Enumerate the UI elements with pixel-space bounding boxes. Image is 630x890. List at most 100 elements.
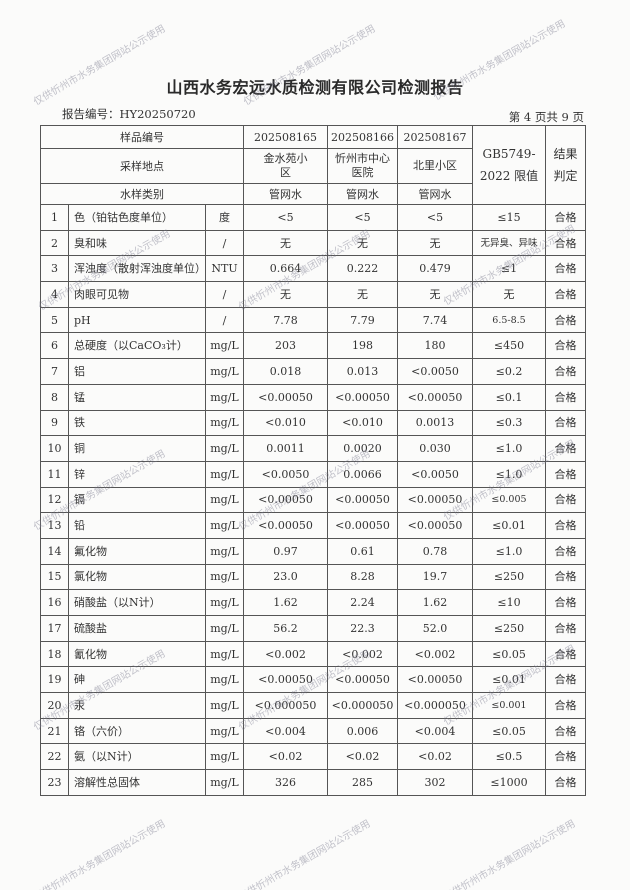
limit-value: ≤250 [472,563,546,591]
unit: mg/L [205,409,244,437]
table-row: 8 锰 mg/L <0.00050 <0.00050 <0.00050 ≤0.1 合格 [40,383,586,411]
item-name: 氟化物 [68,537,206,565]
limit-value: 无 [472,281,546,308]
item-name: 溶解性总固体 [68,769,206,796]
item-number: 8 [40,383,69,411]
item-name: 锰 [68,383,206,411]
result-judgement: 合格 [545,486,586,514]
result-judgement: 合格 [545,306,586,334]
item-name: 锌 [68,460,206,488]
value-sample-2: <5 [327,204,398,231]
results-table: 样品编号 202508165 202508166 202508167 GB574… [40,125,586,796]
table-row: 13 铅 mg/L <0.00050 <0.00050 <0.00050 ≤0.01 合格 [40,512,586,539]
item-name: 铅 [68,512,206,539]
result-judgement: 合格 [545,281,586,308]
value-sample-3: 0.0013 [397,409,473,437]
result-label-1: 结果 [553,147,578,161]
item-name: 总硬度（以CaCO₃计） [68,332,206,360]
value-sample-3: 19.7 [397,563,473,591]
limit-value: 6.5-8.5 [472,306,546,334]
limit-value: ≤0.01 [472,666,546,694]
item-name: 砷 [68,666,206,694]
item-name: 铁 [68,409,206,437]
item-number: 2 [40,229,69,257]
sample-id-label: 样品编号 [40,125,244,149]
limit-value: ≤0.05 [472,640,546,668]
item-number: 23 [40,769,69,796]
value-sample-1: <0.010 [243,409,328,437]
sample-type: 管网水 [243,183,328,205]
limit-value: ≤0.5 [472,743,546,771]
value-sample-3: <0.00050 [397,383,473,411]
value-sample-2: 7.79 [327,306,398,334]
value-sample-1: <0.02 [243,743,328,771]
table-row: 1 色（铂钴色度单位）度 <5 <5 <5 ≤15 合格 [40,204,586,231]
value-sample-1: 7.78 [243,306,328,334]
item-number: 16 [40,589,69,616]
value-sample-3: 无 [397,229,473,257]
value-sample-2: 无 [327,281,398,308]
item-number: 12 [40,486,69,514]
type-label: 水样类别 [40,183,244,205]
sample-type: 管网水 [327,183,398,205]
item-number: 3 [40,255,69,283]
table-row: 12 镉 mg/L <0.00050 <0.00050 <0.00050 ≤0.005 合格 [40,486,586,514]
unit: mg/L [205,615,244,642]
item-number: 5 [40,306,69,334]
value-sample-3: <5 [397,204,473,231]
item-name: 色（铂钴色度单位） [68,204,206,231]
limit-value: ≤1.0 [472,537,546,565]
table-row: 3 浑浊度（散射浑浊度单位） NTU 0.664 0.222 0.479 ≤1 合格 [40,255,586,283]
location-label: 采样地点 [40,148,244,184]
sample-id: 202508165 [243,125,328,149]
watermark: 仅供忻州市水务集团网站公示使用 [237,818,373,890]
limit-header: GB5749- 2022 限值 [472,125,546,205]
item-name: 铜 [68,435,206,462]
limit-value: ≤1000 [472,769,546,796]
item-name: 氯化物 [68,563,206,591]
item-name: 浑浊度（散射浑浊度单位） [68,255,206,283]
value-sample-2: 0.222 [327,255,398,283]
table-row: 23 溶解性总固体 mg/L 326 285 302 ≤1000 合格 [40,769,586,796]
value-sample-1: 0.97 [243,537,328,565]
value-sample-3: <0.00050 [397,666,473,694]
result-judgement: 合格 [545,409,586,437]
item-number: 22 [40,743,69,771]
item-number: 20 [40,692,69,719]
unit: mg/L [205,717,244,745]
sample-type: 管网水 [397,183,473,205]
result-judgement: 合格 [545,204,586,231]
value-sample-1: 56.2 [243,615,328,642]
value-sample-1: 无 [243,229,328,257]
table-row: 2 臭和味 / 无无无无异臭、异味 合格 [40,229,586,257]
unit: / [205,306,244,334]
item-number: 7 [40,358,69,385]
limit-label-2: 2022 限值 [479,169,539,183]
value-sample-3: <0.00050 [397,486,473,514]
watermark: 仅供忻州市水务集团网站公示使用 [442,818,578,890]
value-sample-1: <0.00050 [243,512,328,539]
unit: mg/L [205,769,244,796]
limit-value: ≤1.0 [472,435,546,462]
limit-value: ≤0.2 [472,358,546,385]
header-row-location: 采样地点 金水苑小区 忻州市中心医院 北里小区 [40,148,586,184]
result-judgement: 合格 [545,692,586,719]
sample-location: 金水苑小区 [243,148,328,184]
value-sample-3: 1.62 [397,589,473,616]
limit-value: ≤250 [472,615,546,642]
unit: mg/L [205,563,244,591]
value-sample-1: 0.664 [243,255,328,283]
item-number: 18 [40,640,69,668]
value-sample-1: 无 [243,281,328,308]
table-row: 17 硫酸盐 mg/L 56.2 22.3 52.0 ≤250 合格 [40,615,586,642]
value-sample-1: 326 [243,769,328,796]
sample-location: 北里小区 [397,148,473,184]
result-judgement: 合格 [545,537,586,565]
item-number: 6 [40,332,69,360]
value-sample-1: <0.004 [243,717,328,745]
unit: mg/L [205,460,244,488]
result-judgement: 合格 [545,615,586,642]
value-sample-2: <0.000050 [327,692,398,719]
table-row: 5 pH/7.78 7.79 7.74 6.5-8.5 合格 [40,306,586,334]
item-number: 10 [40,435,69,462]
